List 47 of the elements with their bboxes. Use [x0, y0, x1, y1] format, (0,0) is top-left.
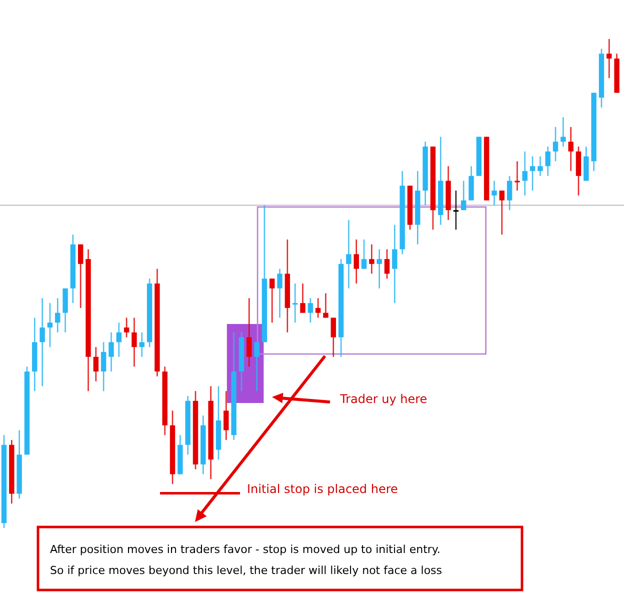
text: After position moves in traders favor - stop is moved up to initial entry. [50, 543, 440, 556]
text: So if price moves beyond this level, the trader will likely not face a loss [50, 564, 442, 577]
candlestick [47, 302, 53, 348]
candlestick [100, 342, 106, 392]
candlestick [292, 282, 298, 324]
candlestick [254, 342, 260, 392]
candlestick [132, 317, 137, 368]
candlestick [499, 190, 504, 236]
candlestick [139, 332, 144, 358]
candlestick [116, 322, 122, 358]
candlestick [538, 156, 543, 177]
candlestick [346, 219, 352, 290]
candlestick [323, 292, 328, 318]
candlestick [40, 298, 45, 387]
candlestick [124, 317, 130, 338]
candlestick [568, 126, 574, 172]
candlestick [369, 244, 374, 274]
candlestick [514, 160, 520, 192]
candlestick [560, 116, 566, 148]
candlestick [506, 175, 512, 211]
candlestick [224, 390, 229, 441]
candlestick [530, 156, 536, 192]
candlestick [376, 248, 382, 290]
annotation: Initial stop is placed here [247, 482, 398, 496]
candlestick [384, 248, 390, 280]
candlestick [492, 180, 497, 206]
candlestick [453, 190, 459, 230]
candlestick [461, 180, 466, 211]
candlestick [522, 150, 528, 196]
candlestick [545, 146, 550, 177]
candlestick [78, 244, 84, 309]
annotation: Trader uy here [339, 392, 428, 406]
candlestick [277, 268, 282, 318]
candlestick [392, 224, 398, 304]
candlestick [308, 298, 313, 324]
candlestick [354, 238, 359, 284]
candlestick [93, 346, 99, 382]
candlestick [246, 298, 252, 368]
candlestick [315, 298, 321, 318]
candlestick [270, 278, 275, 324]
candlestick [108, 332, 114, 372]
candlestick [361, 238, 367, 270]
candlestick [606, 38, 612, 79]
candlestick [330, 317, 336, 358]
candlestick [55, 298, 60, 334]
candlestick [552, 126, 558, 162]
candlestick [300, 282, 306, 314]
